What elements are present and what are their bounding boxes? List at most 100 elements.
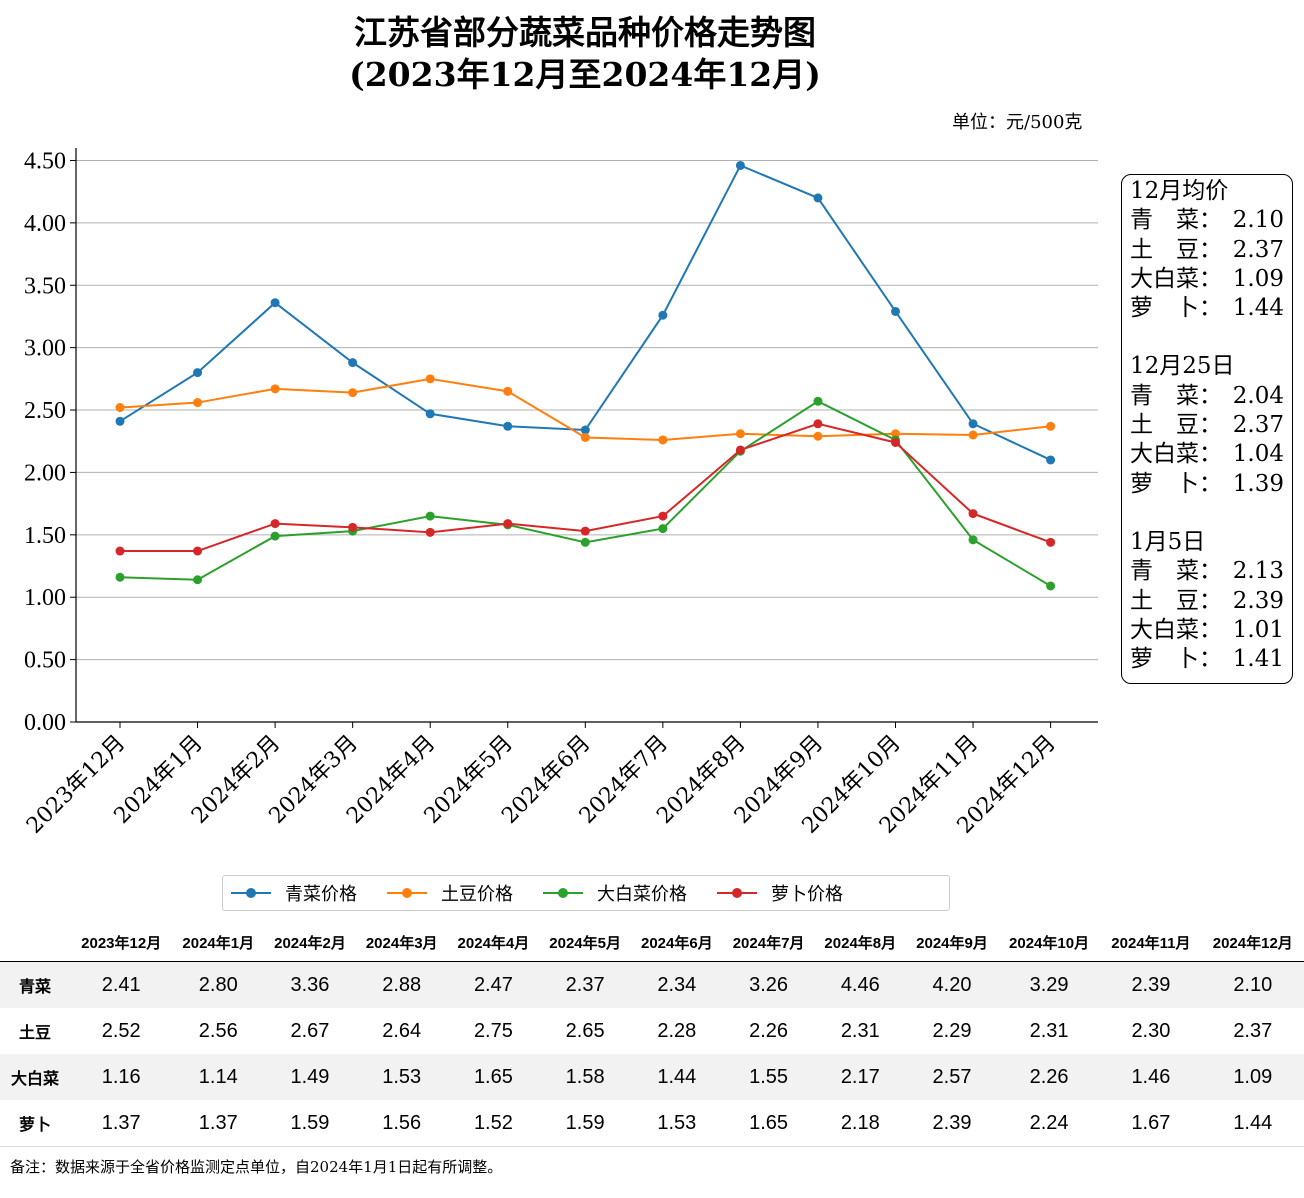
table-cell: 1.16 [70, 1054, 173, 1100]
info-box-value: 2.04 [1232, 382, 1284, 409]
data-point [503, 421, 513, 431]
legend: 青菜价格 土豆价格 大白菜价格 萝卜价格 [222, 875, 950, 911]
table-cell: 1.14 [172, 1054, 265, 1100]
data-point [270, 519, 280, 529]
data-point [891, 437, 900, 447]
table-row: 萝卜 1.37 1.37 1.59 1.56 1.52 1.59 1.53 1.65 2.18 2.… [0, 1100, 1304, 1147]
info-box-label: 大白菜： [1130, 441, 1222, 468]
table-cell: 1.53 [630, 1100, 723, 1147]
legend-swatch [231, 886, 271, 900]
data-point [968, 430, 978, 440]
x-tick-label: 2023年12月 [22, 731, 130, 839]
data-point [658, 310, 668, 320]
data-point [813, 419, 823, 429]
data-point [968, 509, 978, 519]
info-box-row: 萝 卜： 1.39 [1130, 470, 1284, 499]
info-box-label: 青 菜： [1130, 382, 1222, 409]
table-cell: 2.64 [382, 1019, 422, 1042]
y-tick-label: 0.00 [24, 710, 66, 736]
data-point [425, 527, 435, 537]
y-tick-label: 2.00 [24, 460, 66, 486]
info-box-value: 2.37 [1232, 412, 1284, 439]
y-tick-label: 0.50 [24, 648, 66, 674]
table-cell: 1.67 [1100, 1100, 1202, 1147]
axes [75, 148, 1098, 723]
info-box-row: 土 豆： 2.39 [1130, 587, 1284, 616]
footnote: 备注：数据来源于全省价格监测定点单位，自2024年1月1日起有所调整。 [10, 1158, 503, 1176]
table-column-header: 2024年2月 [264, 924, 356, 962]
table-cell: 2.24 [997, 1100, 1101, 1147]
table-column-header: 2024年6月 [630, 924, 723, 962]
y-axis-ticks: 0.00 0.50 1.00 1.50 2.00 2.50 3.00 3.50 4.00 4.50 [24, 148, 76, 736]
data-point [193, 546, 203, 556]
info-box-label: 青 菜： [1130, 558, 1222, 585]
info-box-gap [1130, 323, 1284, 352]
table-column-header: 2024年5月 [539, 924, 631, 962]
table-row: 大白菜 1.16 1.14 1.49 1.53 1.65 1.58 1.44 1.55 2.17 2… [0, 1054, 1304, 1100]
legend-label: 大白菜价格 [597, 884, 687, 905]
table-column-header: 2024年7月 [722, 924, 815, 962]
grid-lines [76, 159, 1098, 661]
table-column-header: 2024年10月 [997, 924, 1101, 962]
table-cell: 1.53 [355, 1054, 448, 1100]
info-box-label: 土 豆： [1130, 587, 1222, 614]
table-cell: 2.17 [814, 1054, 907, 1100]
table-cell: 1.56 [355, 1100, 448, 1147]
y-tick-label: 4.50 [24, 148, 66, 174]
data-point [891, 429, 900, 439]
data-point [1046, 537, 1056, 547]
data-point [115, 546, 125, 556]
series-萝卜价格 [115, 419, 1056, 556]
unit-label: 单位：元/500克 [952, 112, 1083, 133]
info-box-row: 土 豆： 2.37 [1130, 236, 1284, 265]
data-point [193, 368, 203, 378]
info-box-value: 2.39 [1232, 587, 1284, 614]
table-cell: 2.34 [630, 961, 723, 1008]
info-box-label: 青 菜： [1130, 207, 1222, 234]
table-column-header: 2024年3月 [355, 924, 448, 962]
legend-item: 土豆价格 [387, 880, 513, 906]
data-point [1046, 421, 1056, 431]
table-cell: 2.31 [1029, 1019, 1069, 1042]
data-point [503, 519, 513, 529]
legend-item: 青菜价格 [231, 880, 357, 906]
table-corner [0, 924, 70, 962]
info-box-label: 土 豆： [1130, 412, 1222, 439]
table-column-header: 2024年9月 [906, 924, 998, 962]
table-cell: 2.18 [814, 1100, 907, 1147]
table-column-header: 2024年4月 [447, 924, 540, 962]
table-cell: 1.65 [447, 1054, 540, 1100]
data-point [348, 358, 358, 368]
data-table: 2023年12月 2024年1月 2024年2月 2024年3月 2024年4月 2024… [0, 924, 1304, 1147]
table-cell: 2.26 [997, 1054, 1101, 1100]
info-box-value: 2.10 [1232, 207, 1284, 234]
table-cell: 1.55 [722, 1054, 815, 1100]
info-box-value: 1.44 [1232, 295, 1284, 322]
table-cell: 1.65 [722, 1100, 815, 1147]
data-point [270, 384, 280, 394]
table-column-header: 2024年12月 [1201, 924, 1304, 962]
table-cell: 2.47 [447, 961, 540, 1008]
table-cell: 2.41 [70, 961, 173, 1008]
info-box-value: 1.04 [1232, 441, 1284, 468]
y-tick-label: 3.00 [24, 336, 66, 362]
table-cell: 2.39 [906, 1100, 998, 1147]
data-point [115, 403, 125, 413]
data-point [735, 445, 745, 455]
y-tick-label: 2.50 [24, 398, 66, 424]
series-土豆价格 [115, 374, 1056, 445]
info-box-value: 1.01 [1232, 616, 1284, 643]
series-lines [115, 160, 1056, 591]
series-line [119, 164, 1052, 461]
table-cell: 2.31 [840, 1019, 880, 1042]
data-point [813, 193, 823, 203]
series-青菜价格 [115, 160, 1056, 465]
data-point [658, 511, 668, 521]
info-box: 12月均价青 菜： 2.10 土 豆： 2.37 大白菜： 1.09 萝 卜： 1.44 12月… [1121, 174, 1293, 684]
info-box-row: 大白菜： 1.04 [1130, 440, 1284, 469]
table-cell: 1.37 [70, 1100, 173, 1147]
table-row-header: 萝卜 [0, 1100, 70, 1147]
table-column-header: 2023年12月 [70, 924, 173, 962]
legend-swatch [717, 886, 757, 900]
data-point [425, 409, 435, 419]
